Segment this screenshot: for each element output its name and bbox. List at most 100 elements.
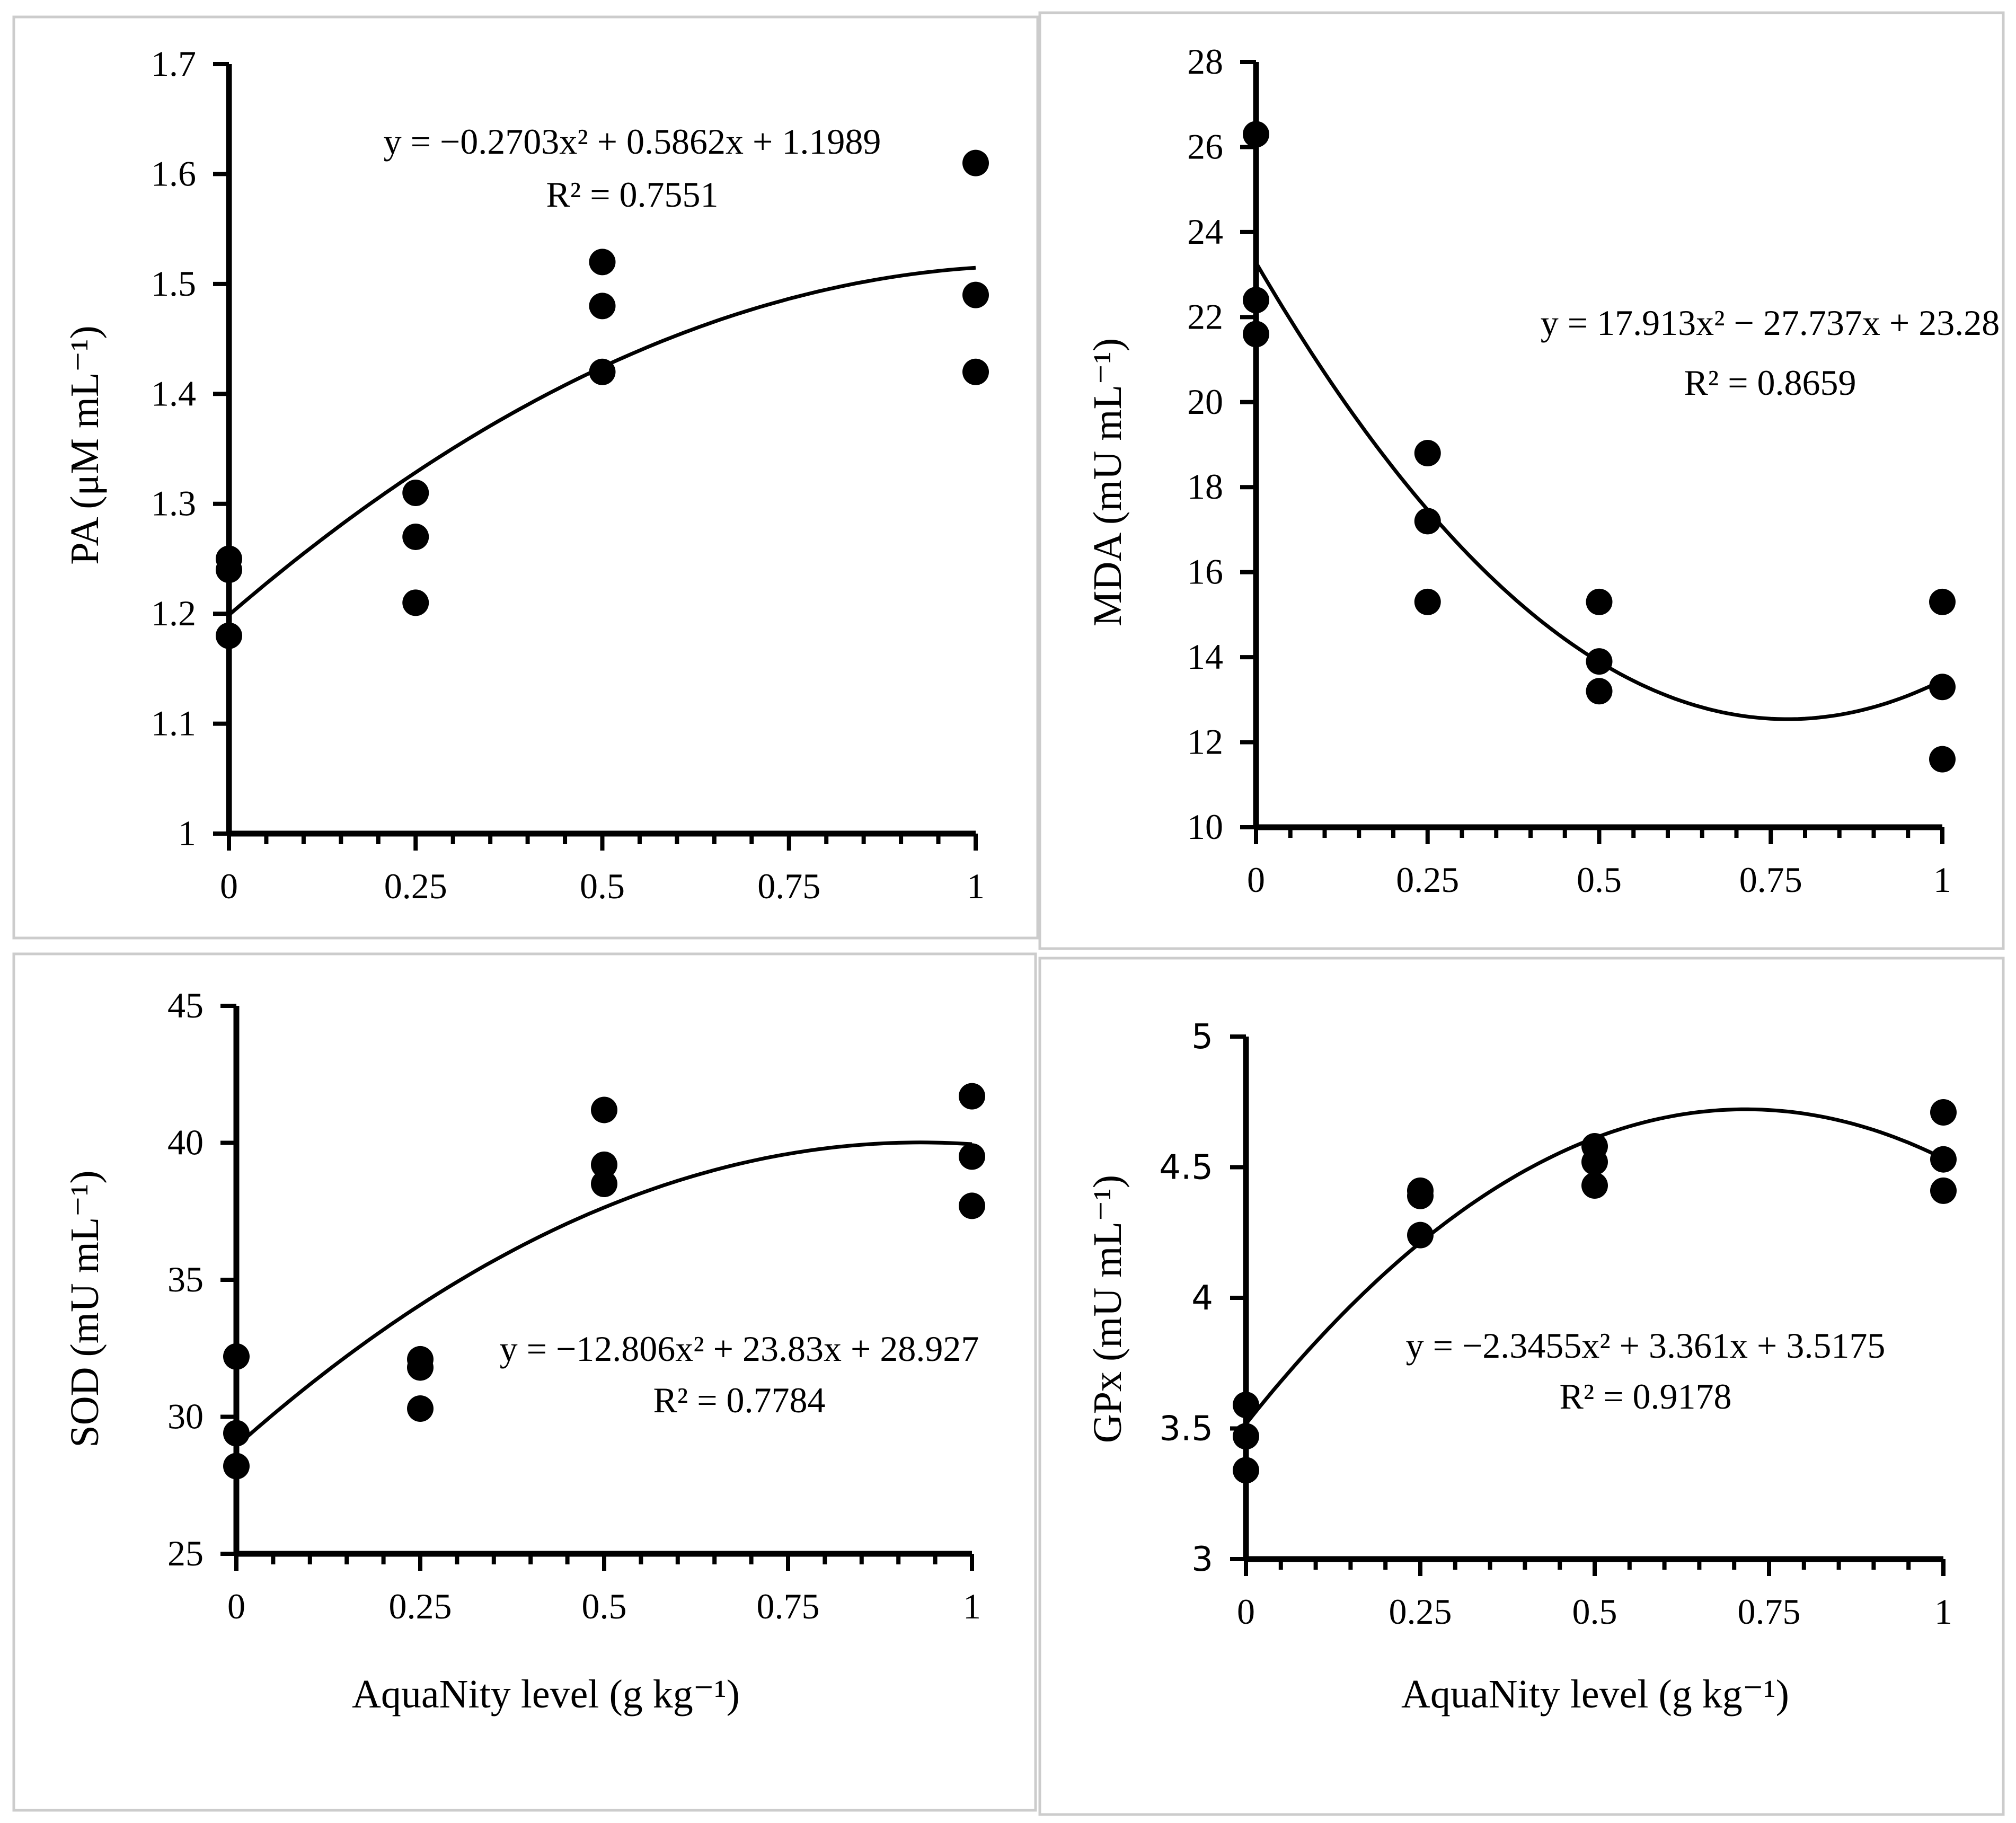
data-point [1930, 1146, 1957, 1173]
x-tick-label: 0 [1247, 860, 1265, 900]
y-tick-label: 4 [1191, 1279, 1213, 1318]
equation-label: y = −0.2703x² + 0.5862x + 1.1989 [384, 121, 881, 162]
y-tick-label: 45 [167, 985, 204, 1025]
data-point [962, 149, 989, 176]
y-axis-label: PA (μM mL⁻¹) [63, 325, 107, 564]
x-tick-label: 0.75 [757, 866, 820, 906]
y-tick-label: 1 [178, 813, 196, 853]
y-tick-label: 1.7 [151, 43, 196, 84]
data-point [216, 556, 242, 583]
x-tick-label: 1 [963, 1586, 981, 1626]
trendline [227, 266, 976, 617]
trendline [235, 1140, 972, 1448]
y-tick-label: 1.4 [151, 373, 196, 413]
data-point [223, 1420, 250, 1447]
data-point [591, 1151, 617, 1178]
data-point [407, 1395, 434, 1422]
x-tick-label: 0 [1237, 1591, 1255, 1632]
data-point [589, 249, 616, 276]
data-point [1243, 321, 1269, 348]
y-axis-label: GPx (mU mL⁻¹) [1085, 1175, 1130, 1443]
x-tick-label: 0 [220, 866, 238, 906]
equation-label: y = 17.913x² − 27.737x + 23.28 [1541, 303, 2000, 343]
data-point [589, 293, 616, 320]
x-tick-label: 0.75 [1738, 1591, 1801, 1632]
x-tick-label: 0 [227, 1586, 245, 1626]
x-tick-label: 0.25 [389, 1586, 452, 1626]
equation-label: y = −2.3455x² + 3.361x + 3.5175 [1406, 1325, 1886, 1366]
x-tick-label: 0.5 [1577, 860, 1622, 900]
x-tick-label: 0.5 [580, 866, 625, 906]
r2-label: R² = 0.7551 [546, 174, 718, 215]
y-tick-label: 1.2 [151, 593, 196, 633]
data-point [959, 1083, 985, 1110]
x-tick-label: 0.75 [1739, 860, 1802, 900]
y-tick-label: 1.6 [151, 153, 196, 193]
data-point [959, 1192, 985, 1219]
x-tick-label: 0.75 [757, 1586, 820, 1626]
x-tick-label: 1 [1933, 860, 1951, 900]
y-tick-label: 18 [1187, 466, 1223, 507]
data-point [1929, 746, 1956, 773]
y-tick-label: 28 [1187, 41, 1223, 82]
y-tick-label: 5 [1191, 1017, 1213, 1057]
data-point [1586, 588, 1613, 615]
y-tick-label: 22 [1187, 296, 1223, 337]
data-point [223, 1343, 250, 1370]
data-point [402, 589, 429, 616]
x-tick-label: 0.5 [1572, 1591, 1617, 1632]
panel-gpx: GPx (mU mL⁻¹) y = −2.3455x² + 3.361x + 3… [1038, 957, 2005, 1816]
y-tick-label: 3.5 [1159, 1410, 1213, 1449]
data-point [1586, 678, 1613, 705]
y-tick-label: 12 [1187, 722, 1223, 762]
data-point [1233, 1423, 1259, 1450]
y-axis-label: MDA (mU mL⁻¹) [1085, 338, 1130, 626]
r2-label: R² = 0.7784 [653, 1380, 825, 1420]
data-point [1930, 1099, 1957, 1126]
data-point [591, 1171, 617, 1198]
x-tick-label: 0.25 [1396, 860, 1459, 900]
y-tick-label: 25 [167, 1533, 204, 1573]
data-point [1414, 440, 1441, 467]
data-point [216, 622, 242, 649]
panel-mda: MDA (mU mL⁻¹) y = 17.913x² − 27.737x + 2… [1038, 11, 2005, 950]
data-point [1243, 287, 1269, 314]
y-tick-label: 26 [1187, 126, 1223, 166]
data-point [591, 1096, 617, 1123]
data-point [1581, 1172, 1608, 1199]
data-point [589, 358, 616, 385]
x-axis-label: AquaNity level (g kg⁻¹) [1401, 1672, 1789, 1716]
x-tick-label: 1 [1934, 1591, 1952, 1632]
y-tick-label: 1.3 [151, 483, 196, 524]
y-tick-label: 30 [167, 1396, 204, 1437]
r2-label: R² = 0.9178 [1559, 1376, 1731, 1417]
data-point [1233, 1392, 1259, 1419]
panel-pa: PA (μM mL⁻¹) y = −0.2703x² + 0.5862x + 1… [12, 15, 1039, 940]
data-point [1586, 648, 1613, 675]
y-tick-label: 1.5 [151, 263, 196, 304]
x-axis-label: AquaNity level (g kg⁻¹) [352, 1672, 740, 1716]
data-point [1929, 674, 1956, 701]
panel-border [1038, 11, 2005, 950]
data-point [1414, 508, 1441, 535]
y-tick-label: 1.1 [151, 703, 196, 744]
panel-border [1038, 957, 2005, 1816]
data-point [962, 358, 989, 385]
data-point [407, 1354, 434, 1381]
panel-sod: SOD (mU mL⁻¹) y = −12.806x² + 23.83x + 2… [12, 952, 1037, 1812]
data-point [1407, 1222, 1434, 1249]
data-point [1929, 588, 1956, 615]
y-tick-label: 14 [1187, 636, 1223, 677]
data-point [959, 1143, 985, 1170]
data-point [1581, 1148, 1608, 1175]
x-tick-label: 0.25 [1389, 1591, 1452, 1632]
y-tick-label: 3 [1191, 1540, 1213, 1579]
panel-border [12, 15, 1039, 940]
data-point [223, 1453, 250, 1480]
y-tick-label: 24 [1187, 211, 1223, 252]
data-point [1407, 1182, 1434, 1209]
y-tick-label: 35 [167, 1259, 204, 1299]
x-tick-label: 0.25 [384, 866, 447, 906]
r2-label: R² = 0.8659 [1684, 362, 1856, 403]
